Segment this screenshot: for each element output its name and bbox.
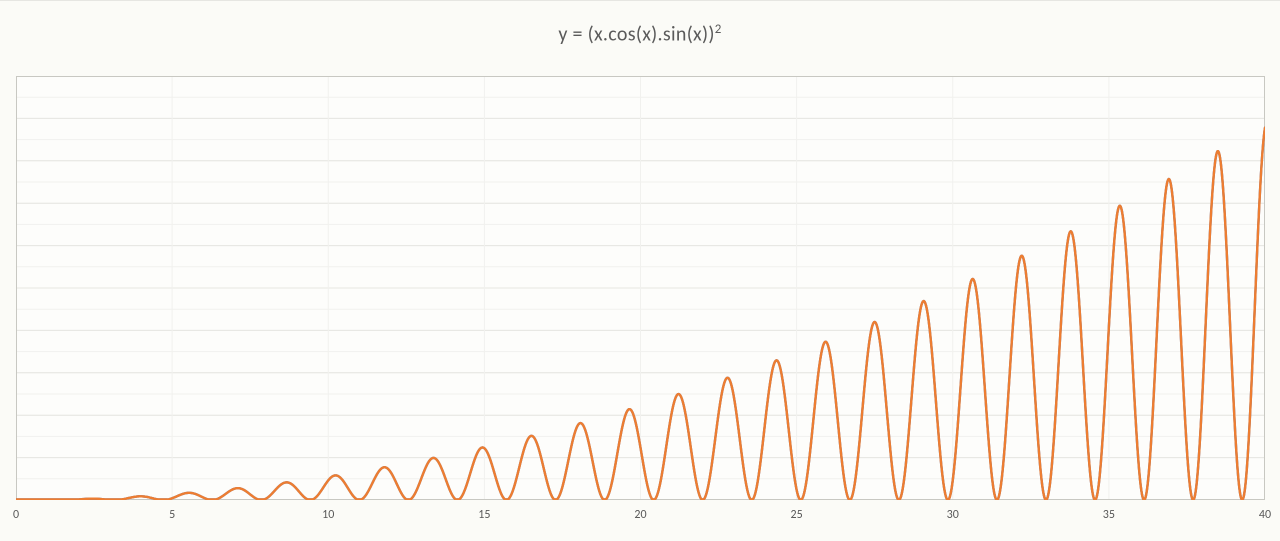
x-tick-label: 25 [791, 508, 803, 522]
plot-area [16, 76, 1265, 500]
header-divider [0, 0, 1280, 1]
chart-svg [16, 76, 1265, 500]
x-tick-label: 35 [1103, 508, 1115, 522]
x-tick-label: 40 [1259, 508, 1271, 522]
x-tick-label: 5 [169, 508, 175, 522]
x-tick-label: 10 [322, 508, 334, 522]
chart-container: y = (x.cos(x).sin(x))2 0 5 10 15 20 25 30 35 40 [0, 0, 1280, 541]
x-tick-label: 20 [634, 508, 646, 522]
x-tick-label: 15 [478, 508, 490, 522]
x-tick-label: 30 [947, 508, 959, 522]
x-tick-label: 0 [13, 508, 19, 522]
chart-title: y = (x.cos(x).sin(x))2 [0, 22, 1280, 47]
